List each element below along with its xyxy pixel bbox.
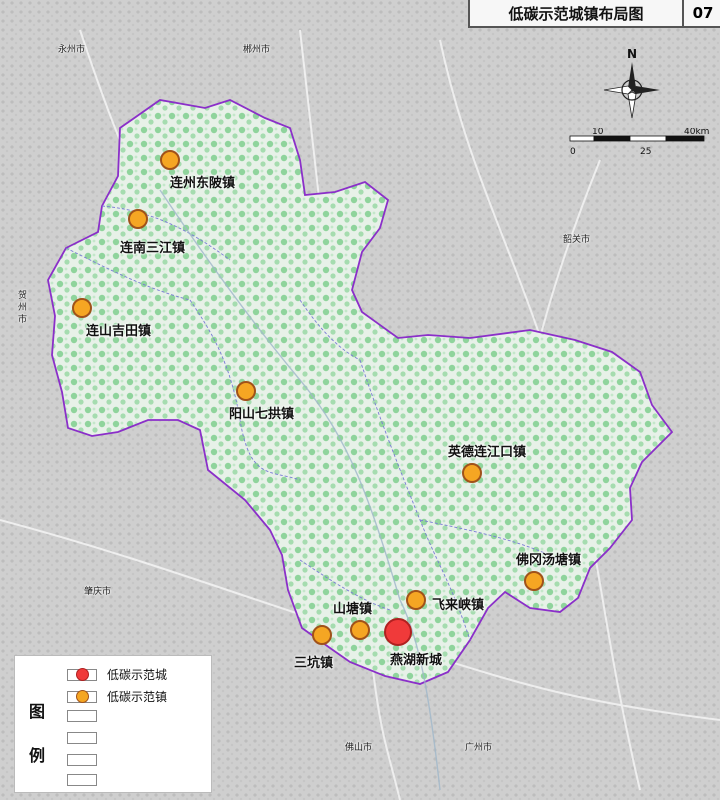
site-label-lianshan-jitian: 连山吉田镇	[86, 324, 152, 339]
legend-item-town: 低碳示范镇	[67, 688, 167, 705]
marker-lianzhou-dongpi[interactable]	[160, 150, 180, 170]
red-circle-icon	[76, 667, 89, 681]
marker-lianshan-jitian[interactable]	[72, 298, 92, 318]
map-legend: 图 例 低碳示范城 低碳示范镇	[14, 655, 212, 793]
marker-shantang[interactable]	[350, 620, 370, 640]
site-label-fogang-tangtang: 佛冈汤塘镇	[516, 553, 582, 568]
marker-fogang-tangtang[interactable]	[524, 571, 544, 591]
site-label-yingde-lianjiangkou: 英德连江口镇	[448, 445, 527, 460]
scale-tick-0: 0	[570, 147, 576, 157]
legend-swatch-town	[67, 689, 97, 703]
page-number: 07	[682, 0, 720, 26]
context-label-yongzhou: 永州市	[58, 45, 86, 55]
site-label-sankeng: 三坑镇	[294, 656, 334, 671]
legend-item-empty-1	[67, 710, 107, 722]
context-label-chenzhou: 郴州市	[243, 45, 271, 55]
county-borders	[65, 205, 561, 641]
context-label-hezhou: 贺州市	[18, 291, 28, 325]
scale-tick-25: 25	[640, 147, 651, 157]
legend-label-town: 低碳示范镇	[107, 690, 168, 704]
site-label-feilaixia: 飞来峡镇	[432, 598, 485, 613]
scale-tick-40km: 40km	[684, 128, 709, 137]
marker-yingde-lianjiangkou[interactable]	[462, 463, 482, 483]
legend-swatch-empty	[67, 774, 97, 786]
marker-sankeng[interactable]	[312, 625, 332, 645]
scale-bar: 0 10 25 40km	[569, 128, 709, 157]
map-header: 低碳示范城镇布局图 07	[468, 0, 720, 28]
context-label-zhaoqing: 肇庆市	[84, 587, 112, 597]
region-boundary	[47, 99, 674, 685]
rivers	[159, 189, 441, 791]
legend-item-empty-2	[67, 732, 107, 744]
map-title: 低碳示范城镇布局图	[508, 4, 644, 23]
scale-tick-10: 10	[592, 128, 604, 137]
site-label-yangshan-qigong: 阳山七拱镇	[229, 407, 295, 422]
site-label-liannan-sanjiang: 连南三江镇	[120, 241, 186, 256]
orange-circle-icon	[76, 689, 89, 703]
marker-liannan-sanjiang[interactable]	[128, 209, 148, 229]
site-label-yanhu-xincheng: 燕湖新城	[390, 653, 443, 668]
context-label-shaoguan: 韶关市	[563, 235, 591, 245]
legend-title-1: 图	[29, 702, 46, 721]
context-label-guangzhou: 广州市	[465, 743, 493, 753]
site-label-lianzhou-dongpi: 连州东陂镇	[170, 176, 236, 191]
marker-feilaixia[interactable]	[406, 590, 426, 610]
legend-item-city: 低碳示范城	[67, 666, 167, 683]
marker-yangshan-qigong[interactable]	[236, 381, 256, 401]
legend-swatch-city	[67, 667, 97, 681]
compass-icon: N	[603, 48, 660, 119]
legend-label-city: 低碳示范城	[107, 668, 168, 682]
legend-item-empty-4	[67, 774, 107, 786]
context-label-foshan: 佛山市	[345, 743, 373, 753]
legend-item-empty-3	[67, 754, 107, 766]
legend-swatch-empty	[67, 754, 97, 766]
legend-title-2: 例	[29, 746, 46, 765]
site-label-shantang: 山塘镇	[333, 602, 373, 617]
legend-swatch-empty	[67, 710, 97, 722]
legend-swatch-empty	[67, 732, 97, 744]
compass-north-label: N	[627, 48, 637, 61]
marker-yanhu-xincheng[interactable]	[384, 618, 412, 646]
